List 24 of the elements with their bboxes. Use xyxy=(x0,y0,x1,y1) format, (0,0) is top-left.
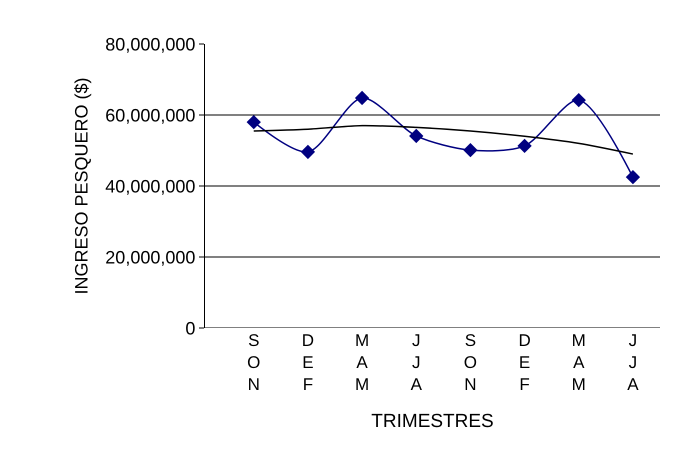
x-tick-label: JJA xyxy=(627,331,640,394)
point xyxy=(300,144,316,160)
y-tick-label: 80,000,000 xyxy=(105,34,196,54)
y-tick-label: 40,000,000 xyxy=(105,176,196,196)
y-tick-label: 0 xyxy=(185,318,196,338)
point xyxy=(246,114,261,130)
x-tick-label: DEF xyxy=(518,331,531,394)
x-axis-title: TRIMESTRES xyxy=(371,411,494,432)
x-tick-label: MAM xyxy=(572,331,586,394)
x-tick-label: SON xyxy=(464,331,478,394)
y-tick-label: 20,000,000 xyxy=(105,247,196,268)
x-tick-label: SON xyxy=(247,331,260,394)
point xyxy=(572,92,586,108)
point xyxy=(409,128,424,144)
x-tick-label: DEF xyxy=(302,331,314,394)
x-tick-label: JJA xyxy=(410,331,423,394)
x-tick-label: MAM xyxy=(354,331,370,394)
point xyxy=(517,138,532,154)
point xyxy=(626,170,640,184)
point xyxy=(463,143,478,158)
y-tick-label: 60,000,000 xyxy=(105,105,196,126)
y-axis-title: INGRESO PESQUERO ($) xyxy=(72,77,92,295)
line-series xyxy=(253,124,634,155)
point xyxy=(354,90,370,106)
